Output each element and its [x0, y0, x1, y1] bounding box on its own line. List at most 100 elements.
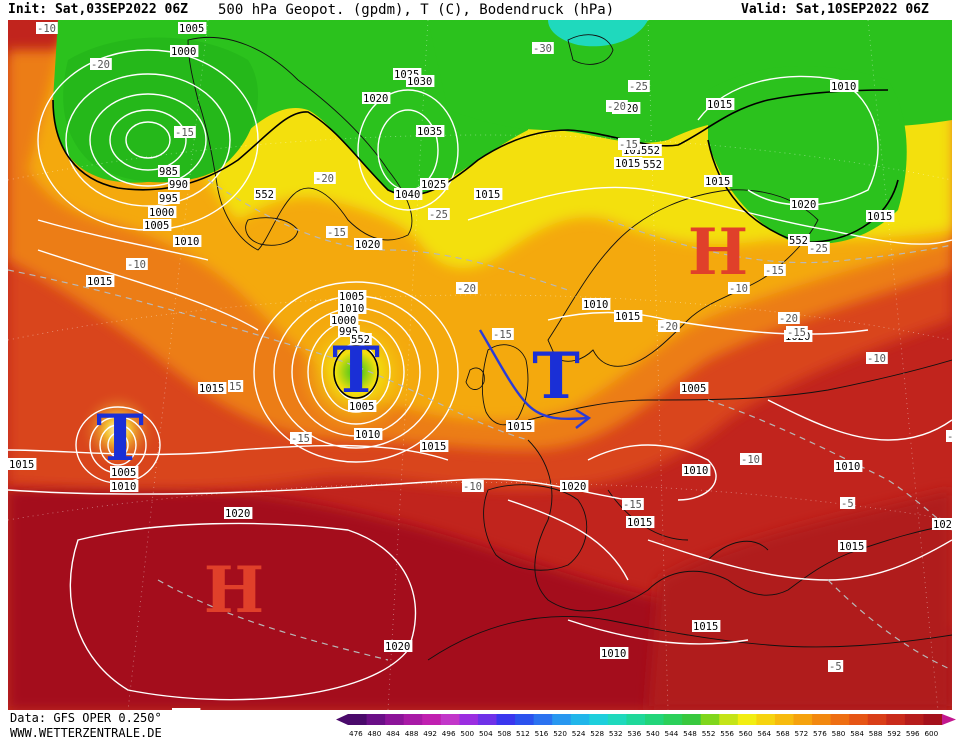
temperature-label-bg [428, 208, 450, 220]
temperature-label: -10 [867, 353, 886, 365]
pressure-label-bg [172, 708, 201, 710]
fill-cyan-top [548, 20, 648, 47]
pressure-label: 1010 [583, 299, 608, 311]
temperature-label-bg [326, 226, 348, 238]
pressure-label: 1010 [831, 81, 856, 93]
temperature-label: -20 [457, 283, 476, 295]
weather-map: T T T H H 100510009859909951000100510101… [8, 20, 952, 710]
temperature-label-bg [456, 282, 478, 294]
legend-tick-label: 516 [535, 729, 549, 738]
isotherm [827, 579, 952, 671]
pressure-label: 1020 [933, 519, 952, 531]
legend-swatch [477, 714, 497, 725]
temperature-label-bg [728, 282, 750, 294]
legend-swatch [496, 714, 516, 725]
pressure-label: 1015 [9, 459, 34, 471]
temperature-label: -10 [729, 283, 748, 295]
pressure-label: 1005 [339, 291, 364, 303]
low-symbol: T [96, 401, 144, 476]
valid-time-label: Valid: Sat,10SEP2022 06Z [741, 2, 929, 17]
legend-tick-label: 544 [665, 729, 679, 738]
legend-tick-label: 500 [460, 729, 474, 738]
temperature-label: -20 [315, 173, 334, 185]
pressure-label: 1015 [87, 276, 112, 288]
temperature-label-bg [946, 430, 952, 442]
pressure-label-bg [348, 400, 377, 412]
temperature-label: -25 [429, 209, 448, 221]
isotherm [707, 399, 952, 531]
pressure-label: 1005 [179, 23, 204, 35]
temperature-label-bg [628, 80, 650, 92]
temperature-label-bg [462, 480, 484, 492]
website-label: WWW.WETTERZENTRALE.DE [10, 726, 162, 740]
pressure-label-bg [384, 640, 413, 652]
legend-swatch [348, 714, 368, 725]
pressure-label-bg [8, 458, 37, 470]
legend-tick-label: 580 [832, 729, 846, 738]
pressure-label-bg [354, 428, 383, 440]
pressure-label: 1015 [705, 176, 730, 188]
pressure-label: 1005 [111, 467, 136, 479]
pressure-label-bg [143, 219, 172, 231]
temperature-label: -20 [779, 313, 798, 325]
geopotential-label: 552 [643, 159, 662, 171]
temperature-label-bg [606, 100, 628, 112]
pressure-label: 1000 [171, 46, 196, 58]
legend-tick-label: 576 [813, 729, 827, 738]
temperature-label: -30 [533, 43, 552, 55]
legend-tick-label: 532 [609, 729, 623, 738]
isobar [89, 93, 207, 187]
legend-tick-label: 512 [516, 729, 530, 738]
pressure-label-bg [362, 92, 391, 104]
legend-tick-label: 560 [739, 729, 753, 738]
pressure-label: 1030 [407, 76, 432, 88]
legend-swatch [515, 714, 535, 725]
isotherm [607, 219, 952, 264]
pressure-label: 1015 [707, 99, 732, 111]
isobar [357, 89, 459, 211]
pressure-label-bg [354, 238, 383, 250]
isobar [767, 399, 952, 441]
pressure-label: 1020 [173, 709, 198, 710]
pressure-label: 1015 [615, 158, 640, 170]
legend-swatch [682, 714, 702, 725]
pressure-label-bg [682, 464, 711, 476]
legend-swatch [923, 714, 943, 725]
legend-tick-label: 592 [887, 729, 901, 738]
isotherm [157, 579, 389, 661]
pressure-label-bg [158, 192, 180, 204]
geopotential-label: 552 [641, 145, 660, 157]
temperature-label: -5 [829, 661, 842, 673]
legend-tick-label: 572 [795, 729, 809, 738]
fill-layers [8, 20, 952, 710]
legend-swatch [552, 714, 572, 725]
legend-swatch [867, 714, 887, 725]
pressure-label-bg [406, 75, 435, 87]
pressure-label: 1010 [111, 481, 136, 493]
africa-coast [427, 615, 952, 661]
temperature-label: -15 [623, 499, 642, 511]
pressure-label: 995 [159, 193, 178, 205]
legend-swatch [793, 714, 813, 725]
temperature-label: -10 [947, 431, 952, 443]
legend-swatch [886, 714, 906, 725]
pressure-label: 1005 [349, 401, 374, 413]
pressure-label-bg [680, 382, 709, 394]
legend-swatch [626, 714, 646, 725]
legend-arrow-high [942, 714, 956, 725]
pressure-label-bg [168, 178, 190, 190]
fill-deep-red-southeast [648, 490, 952, 710]
pressure-label-bg [600, 647, 629, 659]
pressure-label-bg [394, 188, 423, 200]
isotherms [8, 179, 952, 671]
pressure-label: 1005 [144, 220, 169, 232]
temperature-label-bg [786, 326, 808, 338]
geopotential-label: 552 [255, 189, 274, 201]
pressure-label-bg [706, 98, 735, 110]
legend-swatch [533, 714, 553, 725]
pressure-label: 1015 [867, 211, 892, 223]
legend-swatch [403, 714, 423, 725]
legend-swatch [589, 714, 609, 725]
temperature-label: -10 [127, 259, 146, 271]
temperature-label-bg [740, 453, 762, 465]
